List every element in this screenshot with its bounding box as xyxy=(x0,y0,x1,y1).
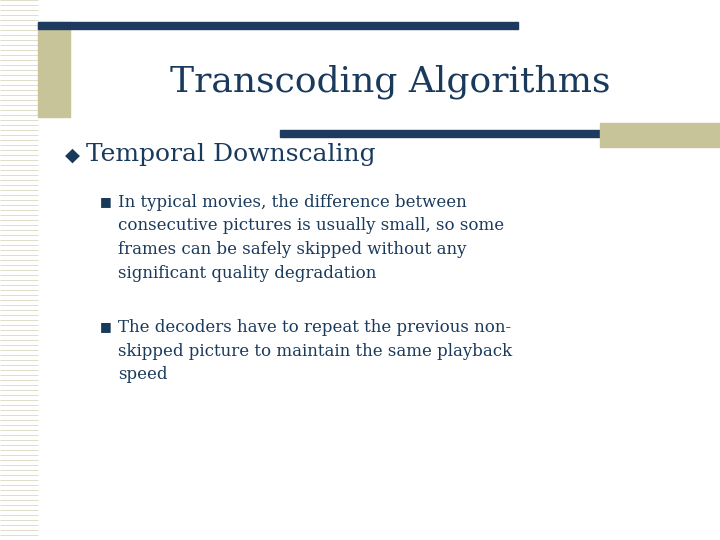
Text: Temporal Downscaling: Temporal Downscaling xyxy=(86,144,376,166)
Bar xyxy=(600,123,720,147)
Text: In typical movies, the difference between
consecutive pictures is usually small,: In typical movies, the difference betwee… xyxy=(118,194,504,281)
Bar xyxy=(38,22,70,117)
Text: Transcoding Algorithms: Transcoding Algorithms xyxy=(170,65,611,99)
Text: ◆: ◆ xyxy=(65,145,79,165)
Bar xyxy=(38,22,518,29)
Text: ■: ■ xyxy=(100,195,112,208)
Text: The decoders have to repeat the previous non-
skipped picture to maintain the sa: The decoders have to repeat the previous… xyxy=(118,319,512,383)
Text: ■: ■ xyxy=(100,320,112,333)
Bar xyxy=(280,130,720,137)
